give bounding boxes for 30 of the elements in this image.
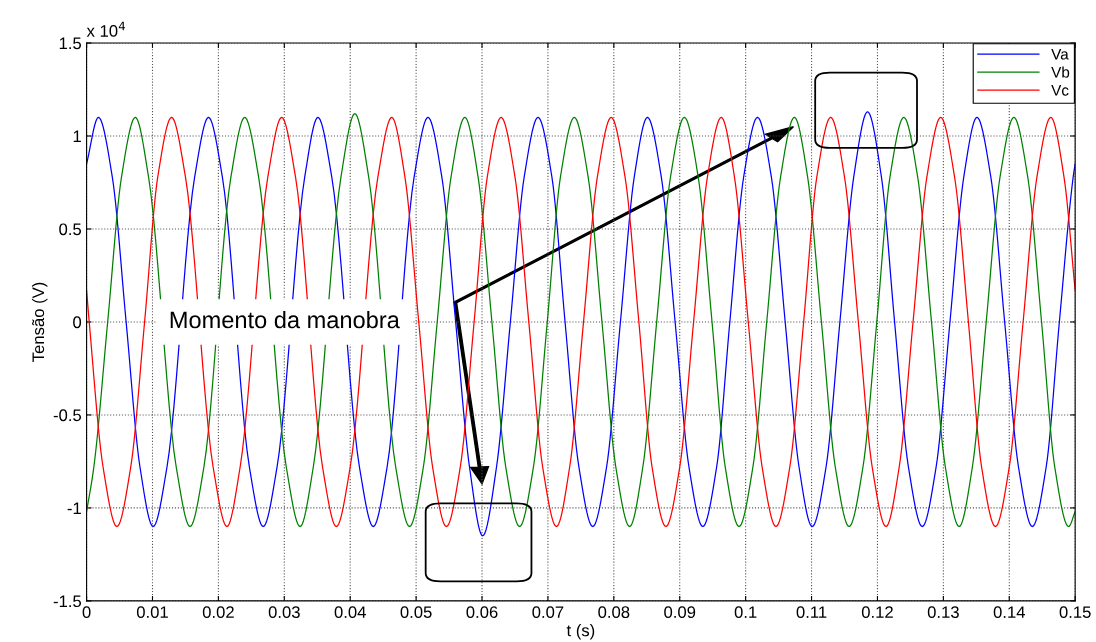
x-tick-label: 0.09 [664,606,696,619]
x-tick-label: 0.15 [1059,606,1091,619]
y-tick-label: 1 [73,130,81,143]
x-tick-label: 0.11 [796,606,827,619]
y-tick-label: 1.5 [59,37,82,50]
x-tick-label: 0.12 [861,606,893,619]
x-tick-label: 0.01 [136,606,168,619]
y-tick-label: 0 [73,316,82,329]
x-tick-label: 0.03 [268,606,300,619]
y-tick-label: -1 [67,502,81,514]
x-tick-label: 0.02 [202,606,234,619]
x-tick-label: 0.04 [334,606,366,619]
legend-label: Va [1051,48,1069,60]
y-tick-label: 0.5 [59,223,82,236]
y-tick-label: -0.5 [53,409,82,422]
annotation: Momento da manobra [170,310,400,329]
y-axis-title: Tensão (V) [31,282,48,362]
y-tick-label: -1.5 [53,595,82,608]
x-tick-label: 0 [82,606,91,619]
x-tick-label: 0.1 [734,606,757,619]
x-tick-label: 0.05 [400,606,432,619]
x-tick-label: 0.08 [598,606,630,619]
x-tick-label: 0.06 [466,606,498,619]
x-axis-title: t (s) [566,624,595,640]
legend-label: Vc [1051,85,1069,96]
legend-label: Vb [1051,66,1070,78]
x-tick-label: 0.14 [993,606,1025,619]
x-tick-label: 0.07 [532,606,564,619]
x-tick-label: 0.13 [927,606,959,619]
text: x 10$^{4}$ [86,21,126,37]
